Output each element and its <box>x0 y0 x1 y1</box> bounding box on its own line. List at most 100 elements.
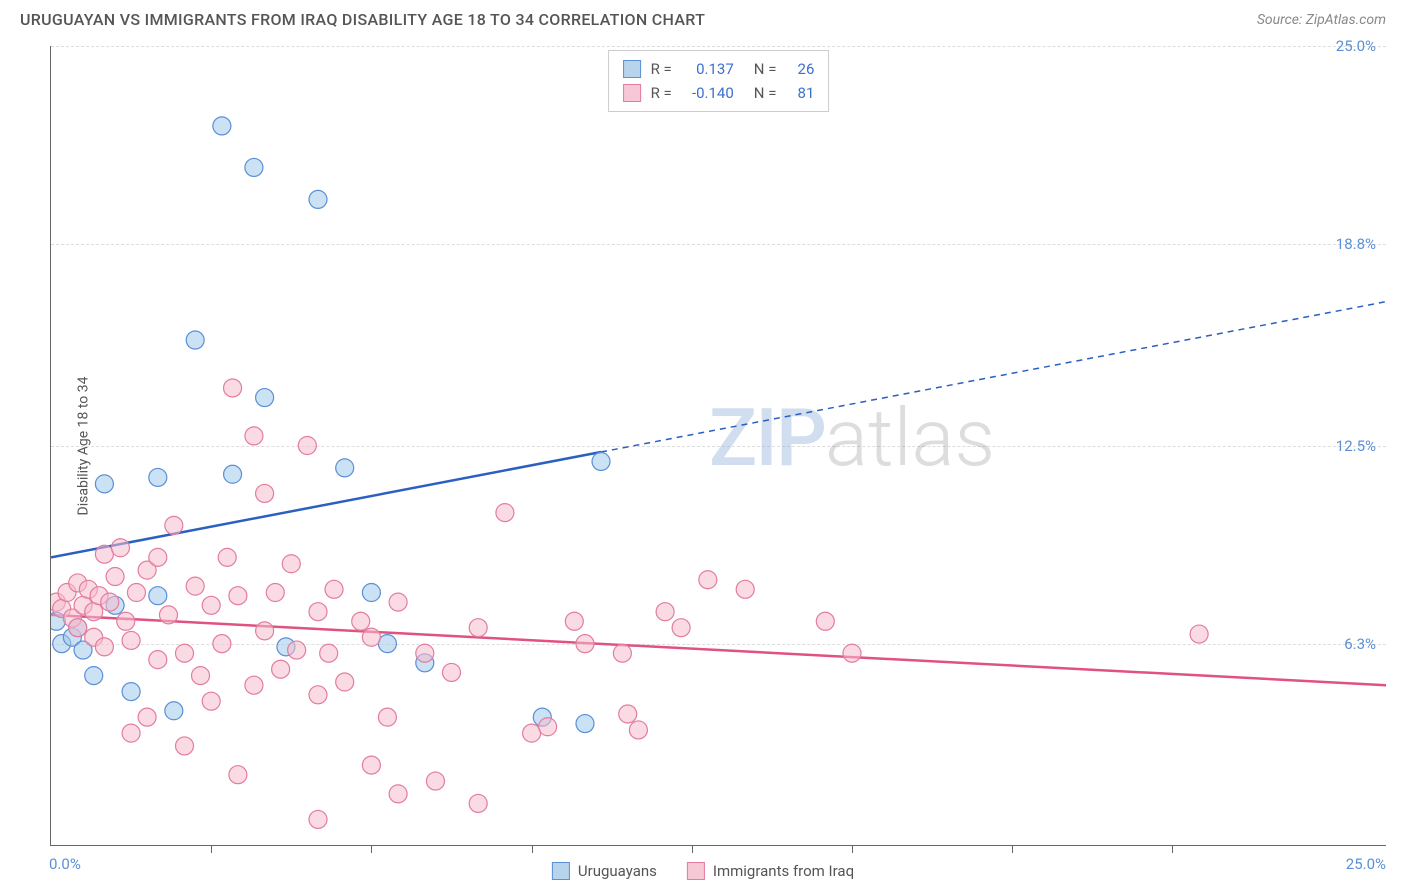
data-point <box>159 606 177 624</box>
trend-line-dashed <box>601 302 1386 452</box>
legend-stats-row: R =-0.140N =81 <box>623 81 815 105</box>
x-tick-label: 25.0% <box>1346 855 1386 873</box>
legend-stats: R =0.137N =26R =-0.140N =81 <box>608 50 830 112</box>
plot-area <box>51 46 1386 845</box>
data-point <box>149 651 167 669</box>
data-point <box>95 475 113 493</box>
data-point <box>256 622 274 640</box>
data-point <box>416 644 434 662</box>
legend-series-item: Uruguayans <box>552 862 657 880</box>
data-point <box>592 452 610 470</box>
chart-source: Source: ZipAtlas.com <box>1257 12 1386 28</box>
data-point <box>266 584 284 602</box>
data-point <box>576 635 594 653</box>
source-prefix: Source: <box>1257 12 1306 28</box>
source-name: ZipAtlas.com <box>1306 12 1386 28</box>
data-point <box>309 810 327 828</box>
data-point <box>843 644 861 662</box>
data-point <box>95 545 113 563</box>
legend-swatch <box>687 862 705 880</box>
x-tick <box>852 845 853 853</box>
legend-series-label: Immigrants from Iraq <box>713 862 854 880</box>
data-point <box>389 593 407 611</box>
data-point <box>138 708 156 726</box>
data-point <box>85 667 103 685</box>
data-point <box>245 427 263 445</box>
legend-series-item: Immigrants from Iraq <box>687 862 854 880</box>
data-point <box>613 644 631 662</box>
data-point <box>426 772 444 790</box>
data-point <box>629 721 647 739</box>
data-point <box>192 667 210 685</box>
data-point <box>122 724 140 742</box>
data-point <box>224 379 242 397</box>
data-point <box>656 603 674 621</box>
data-point <box>362 584 380 602</box>
data-point <box>565 612 583 630</box>
data-point <box>309 190 327 208</box>
data-point <box>122 683 140 701</box>
data-point <box>576 715 594 733</box>
data-point <box>443 663 461 681</box>
data-point <box>101 593 119 611</box>
data-point <box>213 117 231 135</box>
data-point <box>176 644 194 662</box>
data-point <box>202 596 220 614</box>
data-point <box>389 785 407 803</box>
data-point <box>378 708 396 726</box>
x-tick <box>211 845 212 853</box>
r-label: R = <box>651 57 672 81</box>
data-point <box>229 587 247 605</box>
data-point <box>309 603 327 621</box>
data-point <box>1190 625 1208 643</box>
data-point <box>176 737 194 755</box>
data-point <box>298 437 316 455</box>
data-point <box>699 571 717 589</box>
legend-swatch <box>623 84 641 102</box>
data-point <box>127 584 145 602</box>
data-point <box>202 692 220 710</box>
data-point <box>282 555 300 573</box>
data-point <box>336 673 354 691</box>
n-value: 81 <box>786 81 814 105</box>
x-tick <box>1012 845 1013 853</box>
data-point <box>320 644 338 662</box>
data-point <box>378 635 396 653</box>
x-tick-label: 0.0% <box>49 855 81 873</box>
data-point <box>362 756 380 774</box>
legend-series-label: Uruguayans <box>578 862 657 880</box>
data-point <box>539 718 557 736</box>
data-point <box>672 619 690 637</box>
data-point <box>186 331 204 349</box>
data-point <box>218 548 236 566</box>
data-point <box>122 631 140 649</box>
data-point <box>213 635 231 653</box>
data-point <box>165 702 183 720</box>
trend-line <box>51 615 1386 685</box>
data-point <box>186 577 204 595</box>
data-point <box>325 580 343 598</box>
data-point <box>469 794 487 812</box>
data-point <box>362 628 380 646</box>
data-point <box>229 766 247 784</box>
data-point <box>523 724 541 742</box>
data-point <box>149 548 167 566</box>
legend-swatch <box>552 862 570 880</box>
trend-line <box>51 452 601 557</box>
data-point <box>619 705 637 723</box>
x-tick <box>371 845 372 853</box>
x-tick <box>1172 845 1173 853</box>
data-point <box>352 612 370 630</box>
legend-stats-row: R =0.137N =26 <box>623 57 815 81</box>
data-point <box>256 484 274 502</box>
data-point <box>106 568 124 586</box>
chart-title: URUGUAYAN VS IMMIGRANTS FROM IRAQ DISABI… <box>20 10 705 29</box>
data-point <box>309 686 327 704</box>
n-value: 26 <box>786 57 814 81</box>
r-value: 0.137 <box>682 57 734 81</box>
data-point <box>165 516 183 534</box>
r-label: R = <box>651 81 672 105</box>
legend-swatch <box>623 60 641 78</box>
chart-header: URUGUAYAN VS IMMIGRANTS FROM IRAQ DISABI… <box>0 0 1406 35</box>
r-value: -0.140 <box>682 81 734 105</box>
